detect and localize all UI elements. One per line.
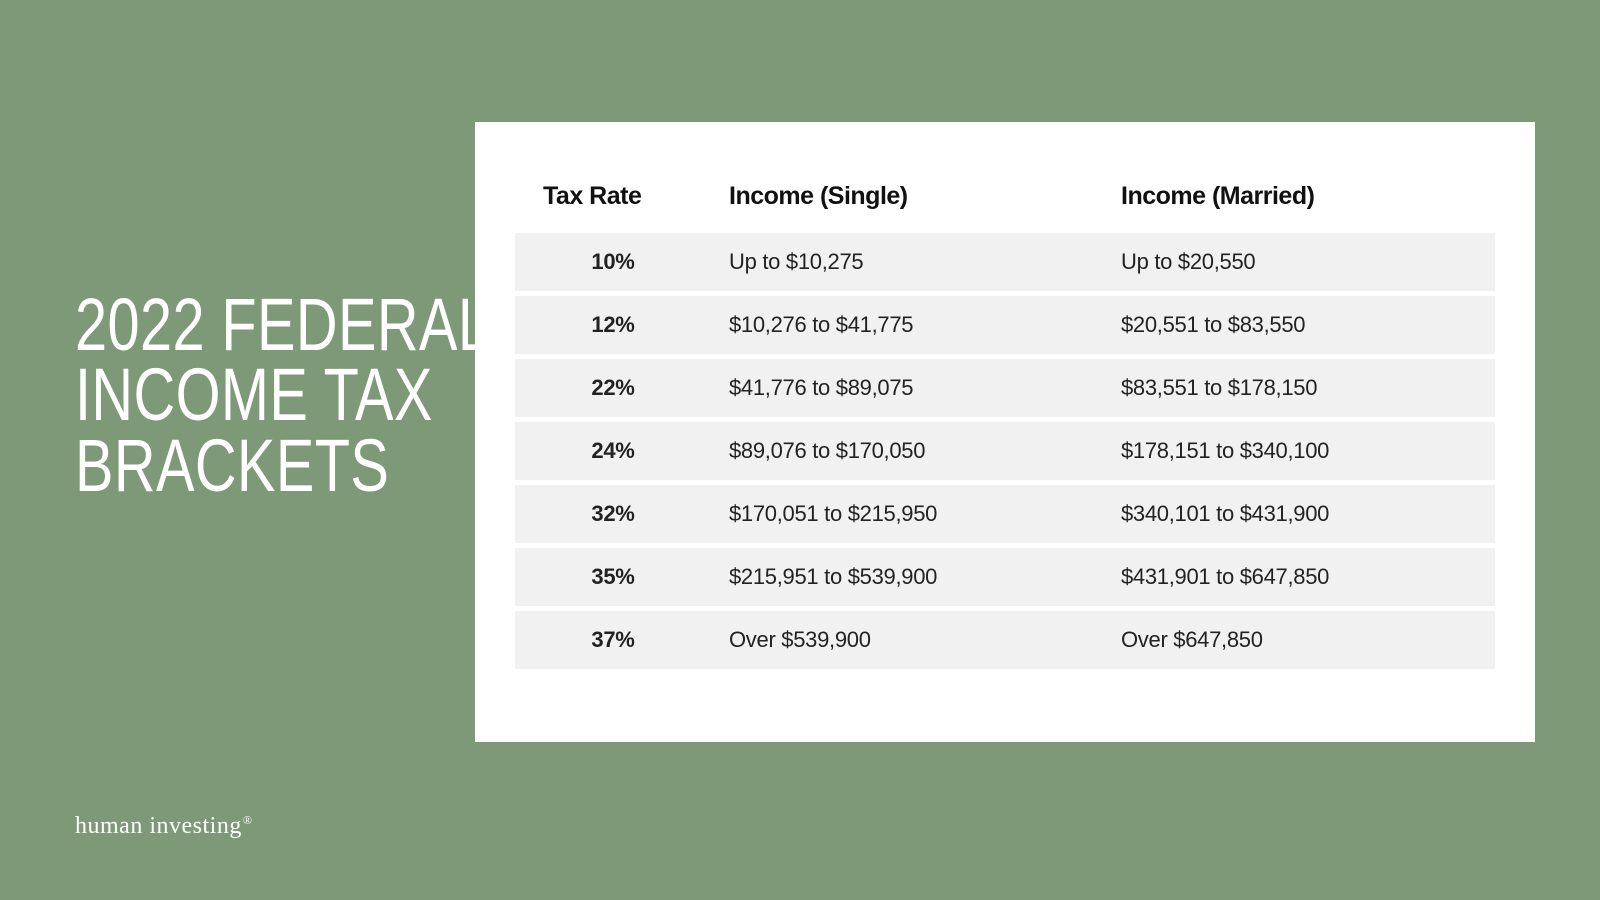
cell-married: $178,151 to $340,100 bbox=[1103, 420, 1495, 483]
cell-single: $89,076 to $170,050 bbox=[711, 420, 1103, 483]
table-header-row: Tax Rate Income (Single) Income (Married… bbox=[515, 170, 1495, 233]
title-line-1: 2022 FEDERAL bbox=[75, 290, 490, 360]
page-title: 2022 FEDERAL INCOME TAX BRACKETS bbox=[75, 290, 490, 501]
registered-icon: ® bbox=[243, 813, 253, 827]
cell-married: $431,901 to $647,850 bbox=[1103, 546, 1495, 609]
table-row: 24% $89,076 to $170,050 $178,151 to $340… bbox=[515, 420, 1495, 483]
cell-rate: 10% bbox=[515, 233, 711, 294]
cell-married: Over $647,850 bbox=[1103, 609, 1495, 672]
cell-married: $20,551 to $83,550 bbox=[1103, 294, 1495, 357]
cell-single: $41,776 to $89,075 bbox=[711, 357, 1103, 420]
cell-rate: 35% bbox=[515, 546, 711, 609]
brand-name: human investing bbox=[75, 813, 242, 839]
tax-table-card: Tax Rate Income (Single) Income (Married… bbox=[475, 122, 1535, 742]
table-row: 32% $170,051 to $215,950 $340,101 to $43… bbox=[515, 483, 1495, 546]
cell-single: Over $539,900 bbox=[711, 609, 1103, 672]
cell-rate: 12% bbox=[515, 294, 711, 357]
cell-rate: 37% bbox=[515, 609, 711, 672]
cell-rate: 32% bbox=[515, 483, 711, 546]
cell-single: $170,051 to $215,950 bbox=[711, 483, 1103, 546]
title-line-3: BRACKETS bbox=[75, 431, 490, 501]
title-line-2: INCOME TAX bbox=[75, 360, 490, 430]
brand-logo-text: human investing® bbox=[75, 813, 252, 840]
table-row: 37% Over $539,900 Over $647,850 bbox=[515, 609, 1495, 672]
tax-brackets-table: Tax Rate Income (Single) Income (Married… bbox=[515, 170, 1495, 674]
cell-married: Up to $20,550 bbox=[1103, 233, 1495, 294]
cell-rate: 24% bbox=[515, 420, 711, 483]
cell-single: $215,951 to $539,900 bbox=[711, 546, 1103, 609]
col-header-married: Income (Married) bbox=[1103, 170, 1495, 233]
col-header-single: Income (Single) bbox=[711, 170, 1103, 233]
cell-single: $10,276 to $41,775 bbox=[711, 294, 1103, 357]
cell-married: $83,551 to $178,150 bbox=[1103, 357, 1495, 420]
table-row: 12% $10,276 to $41,775 $20,551 to $83,55… bbox=[515, 294, 1495, 357]
table-row: 22% $41,776 to $89,075 $83,551 to $178,1… bbox=[515, 357, 1495, 420]
table-row: 10% Up to $10,275 Up to $20,550 bbox=[515, 233, 1495, 294]
table-row: 35% $215,951 to $539,900 $431,901 to $64… bbox=[515, 546, 1495, 609]
cell-married: $340,101 to $431,900 bbox=[1103, 483, 1495, 546]
cell-single: Up to $10,275 bbox=[711, 233, 1103, 294]
cell-rate: 22% bbox=[515, 357, 711, 420]
col-header-rate: Tax Rate bbox=[515, 170, 711, 233]
